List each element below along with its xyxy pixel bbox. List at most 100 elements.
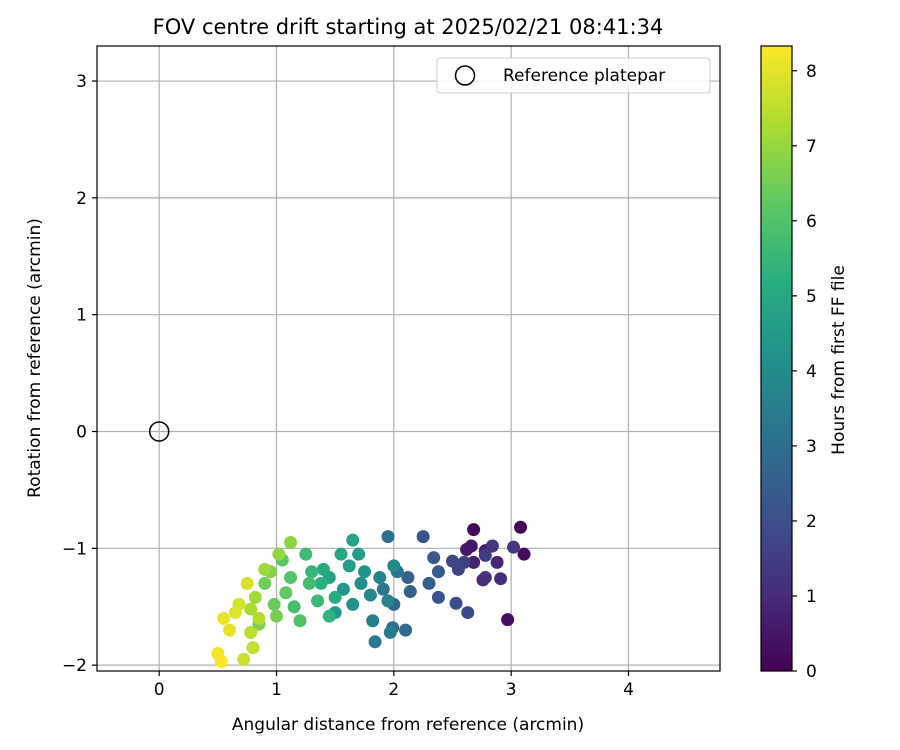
data-point: [314, 576, 328, 590]
data-point: [244, 625, 258, 639]
colorbar-tick-label: 8: [806, 62, 817, 82]
colorbar-tick-label: 2: [806, 512, 817, 532]
legend-entry-reference-platepar: Reference platepar: [503, 66, 665, 86]
data-point: [373, 571, 387, 585]
data-point: [252, 611, 266, 625]
data-point: [494, 572, 508, 586]
data-point: [342, 559, 356, 573]
data-point: [322, 609, 336, 623]
data-point: [316, 562, 330, 576]
colorbar: 0 1 2 3 4 5 6 7 8 Hours from first FF file: [760, 45, 849, 682]
data-point: [302, 576, 316, 590]
colorbar-tick-label: 0: [806, 662, 817, 682]
data-point: [270, 609, 284, 623]
x-tick-label: 4: [623, 680, 634, 700]
plot-frame: [96, 45, 721, 672]
data-point: [485, 539, 499, 553]
data-point: [248, 590, 262, 604]
data-point: [467, 523, 481, 537]
data-point: [346, 533, 360, 547]
data-point: [237, 652, 251, 666]
legend: Reference platepar: [436, 57, 711, 94]
y-axis-label: Rotation from reference (arcmin): [25, 218, 45, 498]
x-axis-ticks: 0 1 2 3 4: [154, 671, 634, 700]
data-point: [460, 543, 474, 557]
data-point: [336, 582, 350, 596]
colorbar-gradient: [760, 45, 793, 672]
data-point: [467, 555, 481, 569]
data-point: [427, 551, 441, 565]
data-point: [514, 520, 528, 534]
x-tick-label: 1: [271, 680, 282, 700]
data-point: [267, 597, 281, 611]
data-point: [401, 571, 415, 585]
colorbar-ticks: 0 1 2 3 4 5 6 7 8: [792, 62, 817, 682]
data-point: [293, 614, 307, 628]
data-point: [214, 655, 228, 669]
x-tick-label: 0: [154, 680, 165, 700]
scatter-points: [148, 421, 531, 669]
colorbar-tick-label: 7: [806, 137, 817, 157]
data-point: [258, 576, 272, 590]
data-point: [246, 641, 260, 655]
colorbar-tick-label: 3: [806, 437, 817, 457]
y-tick-label: 3: [76, 72, 87, 92]
colorbar-label: Hours from first FF file: [829, 265, 849, 455]
data-point: [352, 547, 366, 561]
data-point: [217, 611, 231, 625]
grid: [97, 46, 720, 671]
legend-marker-circle: [454, 65, 476, 86]
data-point: [328, 590, 342, 604]
data-point: [305, 565, 319, 579]
data-point: [501, 613, 515, 627]
data-point: [449, 596, 463, 610]
data-point: [299, 547, 313, 561]
y-tick-label: 0: [76, 423, 87, 443]
data-point: [403, 585, 417, 599]
data-point: [431, 590, 445, 604]
data-point: [258, 562, 272, 576]
data-point: [358, 565, 372, 579]
legend-box: [436, 57, 711, 94]
data-point: [416, 530, 430, 544]
x-tick-label: 3: [506, 680, 517, 700]
data-point: [445, 554, 459, 568]
data-point: [279, 586, 293, 600]
data-point: [354, 576, 368, 590]
x-axis-label: Angular distance from reference (arcmin): [232, 715, 584, 735]
data-point: [381, 594, 395, 608]
colorbar-tick-label: 5: [806, 287, 817, 307]
data-point: [507, 540, 521, 554]
y-tick-label: −2: [62, 656, 87, 676]
y-tick-label: 1: [76, 306, 87, 326]
data-point: [284, 571, 298, 585]
data-point: [363, 588, 377, 602]
y-axis-ticks: −2 −1 0 1 2 3: [62, 72, 97, 676]
data-point: [376, 582, 390, 596]
data-point: [381, 530, 395, 544]
data-point: [334, 547, 348, 561]
data-point: [368, 635, 382, 649]
data-point: [228, 606, 242, 620]
data-point: [366, 614, 380, 628]
data-point: [311, 594, 325, 608]
data-point: [461, 606, 475, 620]
x-tick-label: 2: [388, 680, 399, 700]
data-point: [244, 602, 258, 616]
colorbar-tick-label: 1: [806, 587, 817, 607]
data-point: [284, 535, 298, 549]
data-point: [240, 576, 254, 590]
data-point: [272, 547, 286, 561]
data-point: [399, 623, 413, 637]
colorbar-tick-label: 6: [806, 212, 817, 232]
colorbar-tick-label: 4: [806, 362, 817, 382]
data-point: [383, 625, 397, 639]
data-point: [387, 559, 401, 573]
data-point: [490, 555, 504, 569]
data-point: [422, 576, 436, 590]
data-point: [517, 547, 531, 561]
data-point: [346, 597, 360, 611]
data-point: [431, 565, 445, 579]
chart-title: FOV centre drift starting at 2025/02/21 …: [153, 15, 664, 39]
